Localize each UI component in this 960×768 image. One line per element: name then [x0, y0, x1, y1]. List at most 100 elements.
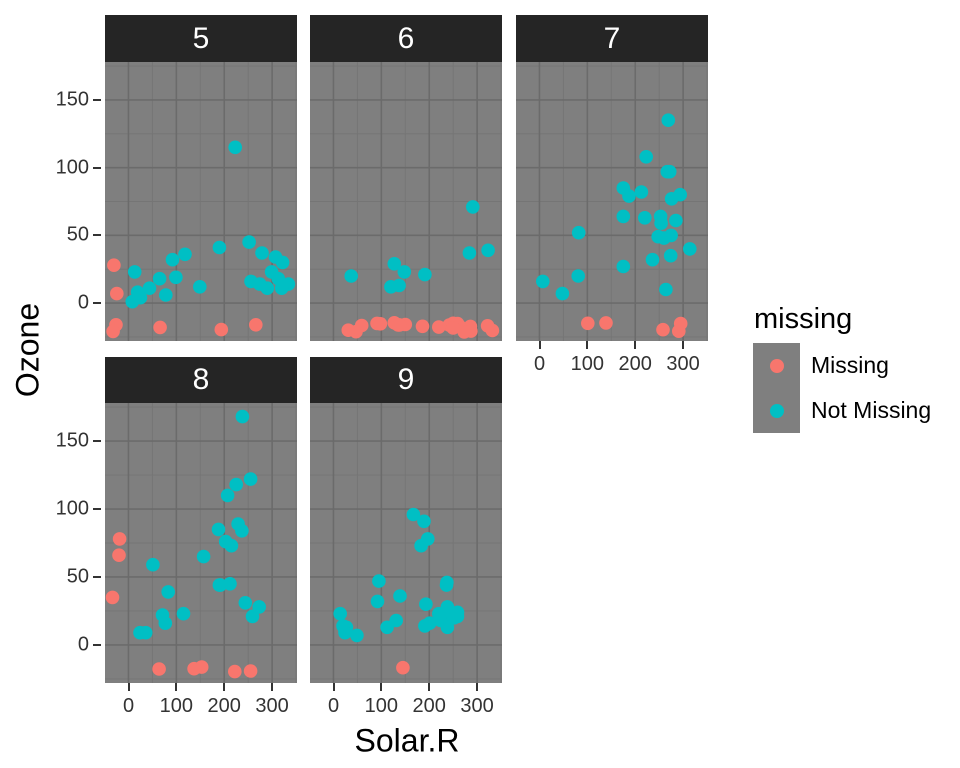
- data-point: [176, 606, 191, 621]
- x-tick-mark: [586, 341, 589, 349]
- data-point: [571, 269, 585, 283]
- data-point: [654, 216, 668, 230]
- data-point: [194, 660, 209, 674]
- y-tick-mark: [93, 302, 101, 305]
- data-point: [235, 524, 249, 538]
- data-point: [275, 255, 290, 270]
- legend: missing Missing Not Missing: [753, 305, 931, 433]
- data-point: [212, 240, 227, 255]
- data-point: [110, 286, 124, 301]
- x-axis-title: Solar.R: [354, 722, 460, 759]
- data-point: [249, 318, 263, 332]
- y-tick-label: 150: [55, 88, 89, 111]
- data-point: [169, 270, 183, 285]
- data-point: [373, 317, 388, 331]
- data-point: [245, 609, 260, 624]
- data-point: [571, 225, 586, 240]
- facet-panel-6: [310, 62, 502, 341]
- data-point: [350, 628, 364, 643]
- data-point: [152, 271, 167, 286]
- data-point: [155, 608, 170, 622]
- y-tick-mark: [93, 166, 101, 169]
- y-tick-mark: [93, 576, 101, 578]
- facet-strip-5: 5: [105, 15, 297, 62]
- data-point: [105, 590, 120, 605]
- data-point: [223, 577, 237, 591]
- data-point: [419, 597, 433, 611]
- y-axis-title: Ozone: [9, 302, 46, 398]
- data-point: [212, 578, 227, 592]
- data-point: [274, 281, 289, 295]
- data-point: [418, 267, 432, 282]
- data-point: [536, 274, 550, 289]
- data-point: [153, 320, 167, 335]
- y-tick-mark: [93, 440, 101, 443]
- y-tick-label: 0: [77, 633, 89, 656]
- data-point: [152, 662, 166, 676]
- y-tick-label: 100: [55, 497, 89, 520]
- x-tick-label: 100: [570, 353, 604, 375]
- data-point: [392, 318, 407, 332]
- data-point: [389, 613, 403, 628]
- facet-strip-7: 7: [516, 15, 708, 62]
- data-point: [159, 288, 173, 302]
- x-tick-label: 200: [412, 695, 446, 717]
- data-point: [440, 575, 454, 590]
- x-tick-label: 0: [533, 353, 546, 375]
- x-tick-mark: [127, 683, 130, 691]
- data-point: [555, 286, 570, 301]
- data-point: [146, 557, 160, 572]
- data-point: [446, 321, 460, 335]
- legend-entry-not-missing: Not Missing: [753, 388, 931, 433]
- x-tick-label: 100: [364, 695, 398, 717]
- data-point: [616, 209, 631, 224]
- data-point: [228, 664, 242, 679]
- x-tick-label: 0: [122, 695, 135, 717]
- x-tick-mark: [428, 683, 431, 691]
- x-tick-label: 100: [159, 695, 193, 717]
- data-point: [228, 140, 242, 155]
- data-point: [616, 259, 631, 274]
- legend-key-swatch: [753, 388, 800, 433]
- facet-strip-6: 6: [310, 15, 502, 62]
- data-point: [462, 246, 477, 260]
- data-point: [242, 235, 256, 249]
- data-point: [673, 187, 687, 202]
- x-tick-label: 300: [666, 353, 700, 375]
- data-point: [433, 611, 447, 625]
- x-tick-mark: [634, 341, 637, 349]
- data-point: [480, 319, 495, 333]
- x-tick-label: 200: [618, 353, 652, 375]
- data-point: [211, 522, 226, 537]
- data-point: [387, 257, 402, 271]
- data-point: [178, 247, 192, 262]
- data-point: [196, 549, 211, 564]
- data-point: [252, 600, 266, 614]
- data-point: [193, 280, 207, 294]
- data-point: [393, 589, 407, 603]
- legend-keys: Missing Not Missing: [753, 343, 931, 433]
- legend-label: Missing: [811, 352, 889, 378]
- data-point: [392, 278, 406, 293]
- data-point: [138, 625, 153, 640]
- x-tick-mark: [332, 683, 335, 691]
- data-point: [664, 228, 678, 243]
- data-point: [645, 252, 660, 267]
- data-point: [406, 507, 421, 522]
- data-point: [661, 113, 676, 127]
- facet-panel-8: [105, 403, 297, 683]
- data-point: [229, 477, 243, 492]
- facet-strip-9: 9: [310, 357, 502, 403]
- data-point: [218, 534, 233, 549]
- data-point: [581, 316, 595, 331]
- data-point: [161, 585, 175, 599]
- data-point: [214, 322, 229, 337]
- x-tick-label: 300: [255, 695, 289, 717]
- x-tick-label: 200: [207, 695, 241, 717]
- data-point: [255, 246, 269, 260]
- x-tick-mark: [538, 341, 541, 349]
- x-tick-mark: [682, 341, 685, 349]
- data-point: [165, 252, 180, 267]
- data-point: [243, 472, 258, 486]
